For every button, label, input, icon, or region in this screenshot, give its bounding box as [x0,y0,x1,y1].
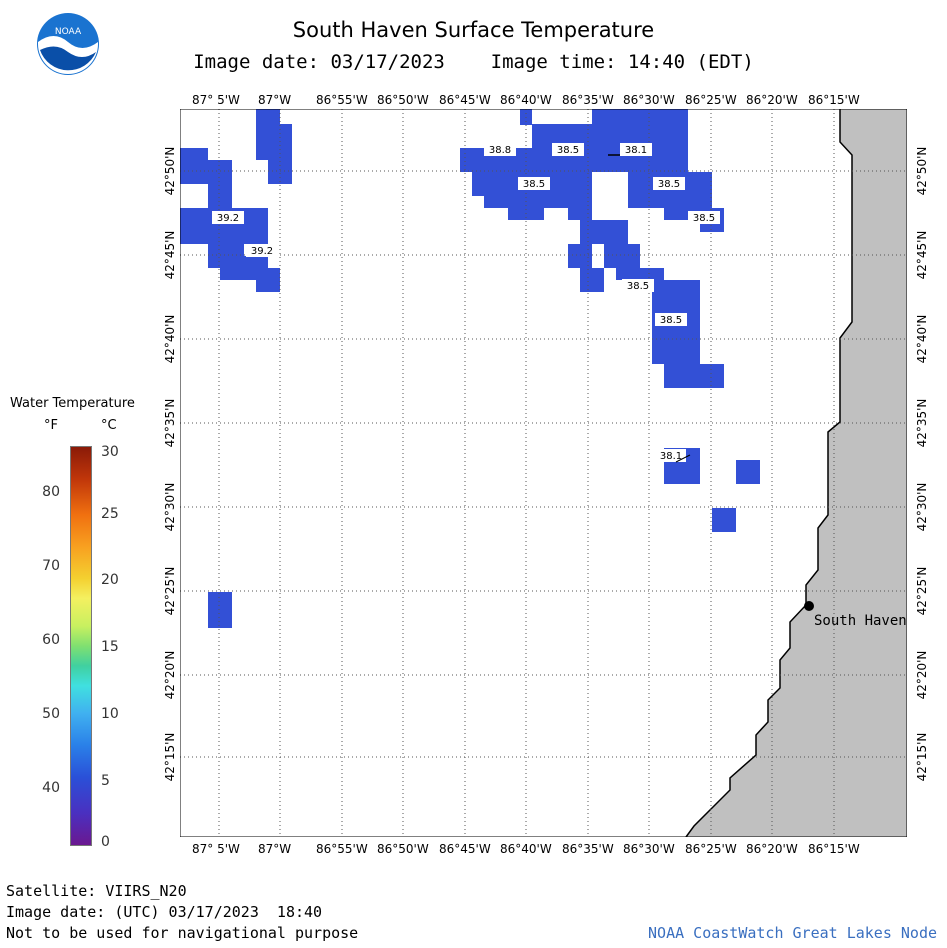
lon-label: 86°20'W [746,93,798,107]
temperature-label: 39.2 [217,213,239,224]
city-marker [804,601,814,611]
temperature-label: 38.5 [627,281,649,292]
image-date-label: Image date: 03/17/2023 [193,51,445,73]
tick-f: 80 [42,484,60,500]
tick-f: 40 [42,780,60,796]
tick-c: 20 [101,572,119,588]
image-time-label: Image time: 14:40 (EDT) [490,51,754,73]
temperature-label: 38.5 [658,179,680,190]
disclaimer: Not to be used for navigational purpose [6,924,359,942]
temperature-colorbar [70,446,92,846]
tick-c: 0 [101,834,110,850]
lon-label: 87°W [258,93,292,107]
lon-label: 86°45'W [439,842,491,856]
lat-axis-left: 42°50'N 42°45'N 42°40'N 42°35'N 42°30'N … [163,147,177,782]
temperature-map[interactable]: 38.8 38.5 38.1 38.5 38.5 39.2 38.5 39.2 … [180,109,907,837]
graticule [180,109,907,837]
lat-label: 42°30'N [915,483,929,532]
lat-label: 42°50'N [163,147,177,196]
tick-c: 10 [101,706,119,722]
lon-label: 86°15'W [808,93,860,107]
svg-text:NOAA: NOAA [55,27,82,37]
lon-label: 86°25'W [685,842,737,856]
lat-label: 42°40'N [915,315,929,364]
lat-label: 42°40'N [163,315,177,364]
temperature-label-group: 38.8 38.5 38.1 38.5 38.5 39.2 38.5 39.2 … [212,143,720,463]
lon-label: 87° 5'W [192,842,240,856]
tick-f: 50 [42,706,60,722]
lat-label: 42°45'N [163,231,177,280]
satellite-label: Satellite: VIIRS_N20 [6,882,187,900]
unit-fahrenheit: °F [44,418,58,433]
lon-label: 86°45'W [439,93,491,107]
lon-label: 86°40'W [500,93,552,107]
lat-label: 42°15'N [915,733,929,782]
lat-label: 42°25'N [163,567,177,616]
lat-label: 42°20'N [163,651,177,700]
lon-label: 86°55'W [316,842,368,856]
lat-label: 42°20'N [915,651,929,700]
lat-label: 42°45'N [915,231,929,280]
legend-title: Water Temperature [10,396,135,411]
city-label: South Haven [814,613,907,629]
temperature-label: 38.5 [660,315,682,326]
tick-f: 60 [42,632,60,648]
temperature-label: 38.5 [557,145,579,156]
tick-f: 70 [42,558,60,574]
unit-celsius: °C [101,418,117,433]
temperature-label: 39.2 [251,246,273,257]
lat-label: 42°35'N [915,399,929,448]
lat-label: 42°30'N [163,483,177,532]
lon-label: 86°15'W [808,842,860,856]
lon-label: 86°25'W [685,93,737,107]
tick-c: 30 [101,444,119,460]
noaa-logo: NOAA [36,12,100,76]
lon-label: 87° 5'W [192,93,240,107]
lat-label: 42°50'N [915,147,929,196]
tick-c: 15 [101,639,119,655]
image-datetime: Image date: 03/17/2023 Image time: 14:40… [0,51,947,73]
temperature-label: 38.1 [660,451,682,462]
lat-label: 42°15'N [163,733,177,782]
lat-label: 42°25'N [915,567,929,616]
lon-label: 87°W [258,842,292,856]
shoreline [685,109,853,837]
lat-axis-right: 42°50'N 42°45'N 42°40'N 42°35'N 42°30'N … [915,147,929,782]
tick-c: 5 [101,773,110,789]
lon-label: 86°35'W [562,842,614,856]
lon-label: 86°30'W [623,842,675,856]
lon-label: 86°30'W [623,93,675,107]
land-area [686,109,907,837]
temperature-label: 38.5 [693,213,715,224]
utc-date-label: Image date: (UTC) 03/17/2023 18:40 [6,903,323,921]
lon-label: 86°50'W [377,93,429,107]
page-title: South Haven Surface Temperature [292,18,655,42]
credit-link[interactable]: NOAA CoastWatch Great Lakes Node [648,924,937,942]
lon-label: 86°20'W [746,842,798,856]
temperature-label: 38.5 [523,179,545,190]
lat-label: 42°35'N [163,399,177,448]
lon-label: 86°35'W [562,93,614,107]
temperature-label: 38.8 [489,145,511,156]
tick-c: 25 [101,506,119,522]
temperature-label: 38.1 [625,145,647,156]
lon-label: 86°55'W [316,93,368,107]
lon-label: 86°40'W [500,842,552,856]
lon-label: 86°50'W [377,842,429,856]
